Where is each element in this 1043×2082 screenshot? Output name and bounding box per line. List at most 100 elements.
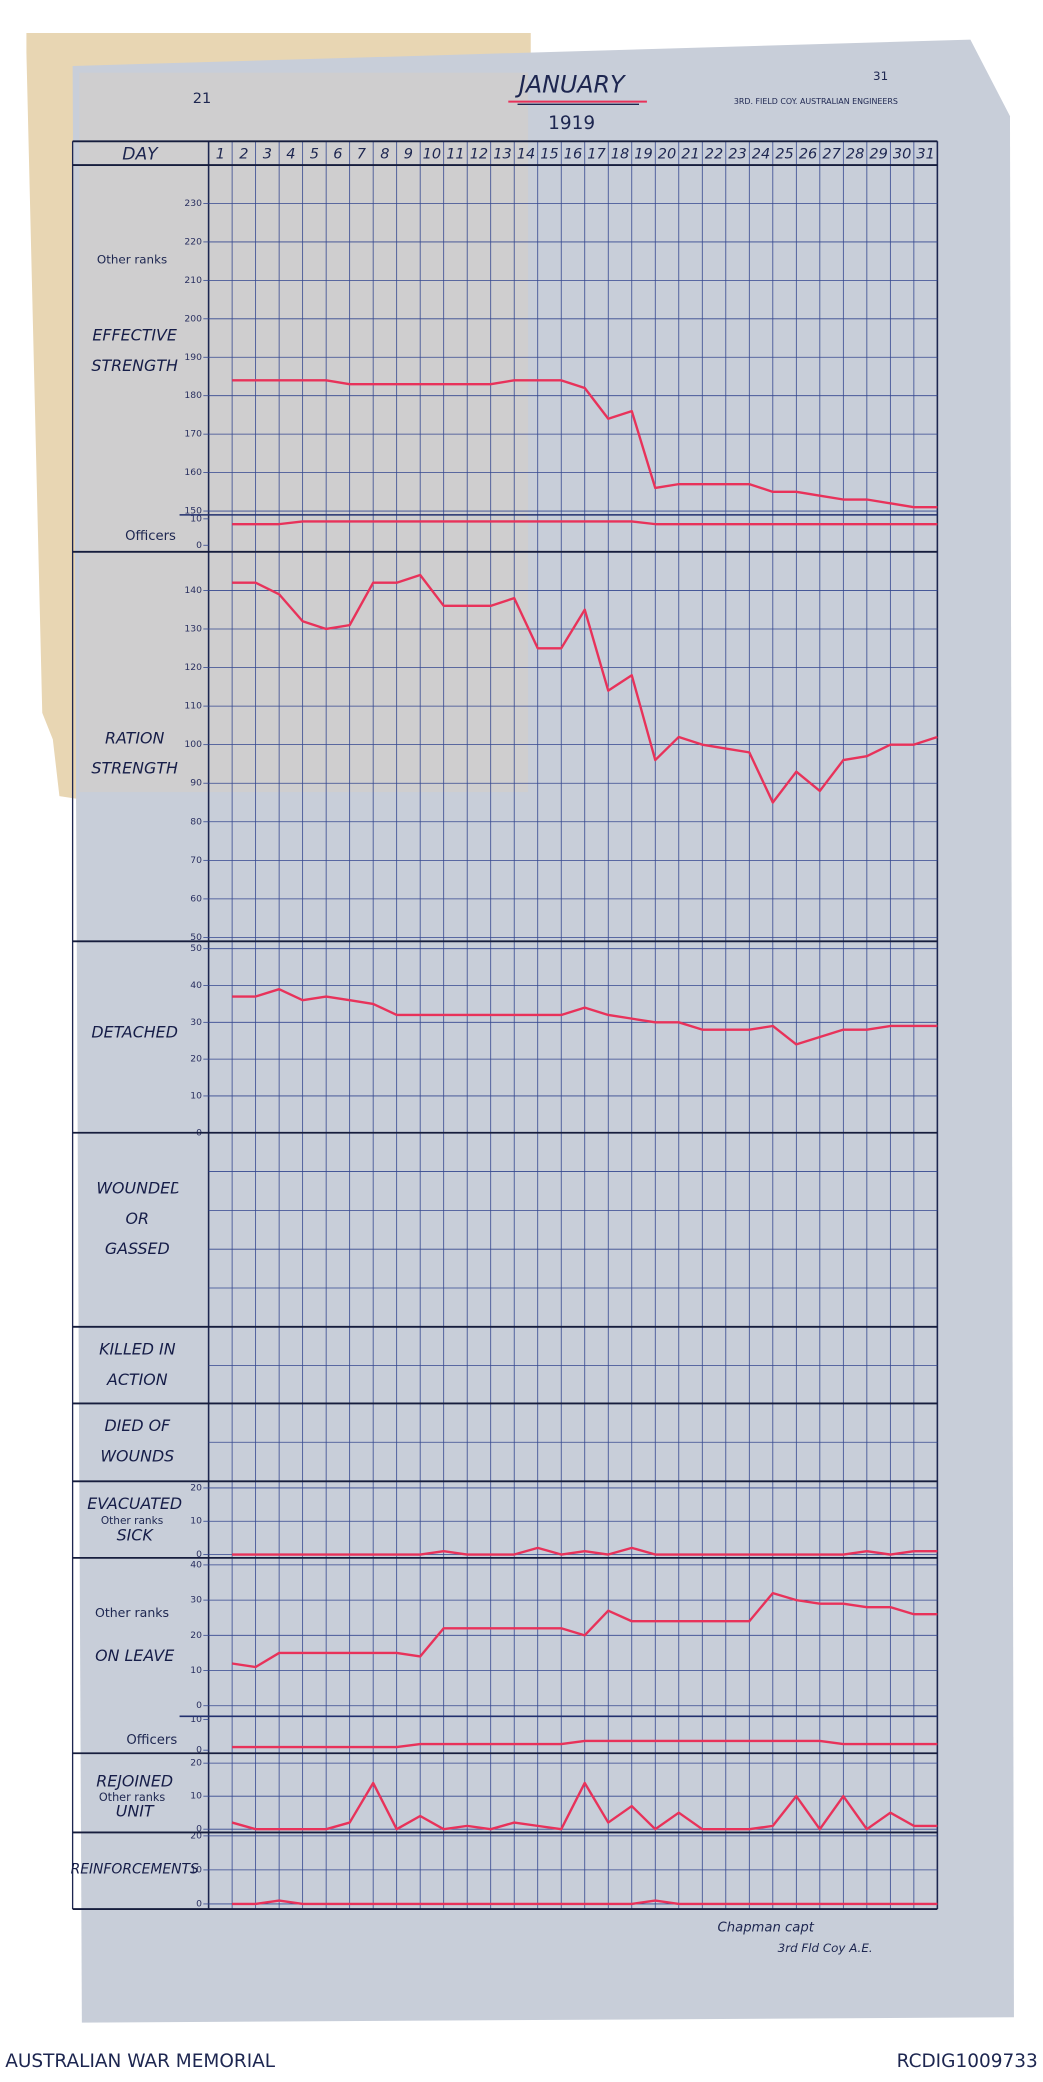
y-tick-label: 90 (190, 778, 202, 789)
label-box: WOUNDED OR GASSED (96, 1178, 179, 1259)
series-name: Other ranks (95, 1605, 169, 1620)
day-label: 18 (611, 146, 629, 162)
series-name: Other ranks (97, 253, 167, 267)
y-tick-label: 110 (184, 701, 202, 712)
data-line (232, 379, 938, 509)
day-label: 13 (493, 146, 511, 162)
panel-title: EVACUATED SICK (87, 1494, 183, 1545)
y-tick-label: 30 (190, 1595, 202, 1606)
page-number: 21 (193, 91, 211, 107)
day-label: 27 (822, 146, 841, 162)
y-tick-label: 230 (184, 198, 202, 209)
label-box: EVACUATED SICK (87, 1494, 183, 1545)
day-label: 8 (380, 146, 389, 162)
day-label: 22 (705, 146, 723, 162)
day-label: 2 (239, 146, 248, 162)
day-label: 16 (564, 146, 582, 162)
page-number-right: 31 (873, 69, 888, 83)
day-label: 10 (423, 146, 441, 162)
panel-title: ON LEAVE (95, 1646, 175, 1665)
day-label: 28 (846, 146, 864, 162)
y-tick-label: 180 (184, 390, 202, 401)
day-label: 11 (446, 146, 464, 162)
day-label: 23 (728, 146, 746, 162)
y-tick-label: 120 (184, 662, 202, 673)
data-line (232, 1739, 938, 1749)
label-box: DIED OF WOUNDS (100, 1417, 174, 1466)
y-tick-label: 0 (196, 1898, 202, 1909)
series-name: Officers (125, 529, 176, 544)
y-tick-label: 100 (184, 739, 202, 750)
day-label: 1 (216, 146, 225, 162)
y-tick-label: 200 (184, 313, 202, 324)
day-label: 20 (658, 146, 676, 162)
y-tick-label: 140 (184, 585, 202, 596)
y-tick-label: 150 (184, 506, 202, 517)
signature: Chapman capt (718, 1921, 815, 1936)
day-label: 30 (893, 146, 911, 162)
panel-title: DETACHED (91, 1023, 178, 1042)
y-tick-label: 10 (190, 1516, 202, 1527)
y-tick-label: 30 (190, 1017, 202, 1028)
day-axis-label: DAY (122, 144, 159, 164)
data-line (232, 520, 938, 526)
label-box: REJOINED UNIT (96, 1772, 173, 1821)
data-line (232, 987, 938, 1046)
day-label: 15 (540, 146, 558, 162)
y-tick-label: 0 (196, 1700, 202, 1711)
panel-title: KILLED IN ACTION (99, 1340, 176, 1389)
y-tick-label: 40 (190, 1559, 202, 1570)
day-label: 12 (470, 146, 488, 162)
y-tick-label: 0 (196, 1824, 202, 1835)
y-tick-label: 40 (190, 980, 202, 991)
y-tick-label: 10 (190, 1090, 202, 1101)
day-label: 4 (286, 146, 295, 162)
panel-title: REINFORCEMENTS (70, 1861, 199, 1878)
day-label: 24 (752, 146, 770, 162)
y-tick-label: 20 (190, 1830, 202, 1841)
y-tick-label: 10 (190, 1714, 202, 1725)
day-label: 17 (587, 146, 606, 162)
day-label: 7 (357, 146, 367, 162)
data-line (232, 573, 938, 804)
panel-title: EFFECTIVE STRENGTH (91, 326, 178, 375)
paper (72, 39, 1014, 2023)
y-tick-label: 190 (184, 352, 202, 363)
month: JANUARY (515, 70, 627, 98)
day-label: 9 (404, 146, 413, 162)
footer-left: AUSTRALIAN WAR MEMORIAL (5, 2051, 276, 2072)
data-line (231, 1781, 938, 1831)
y-tick-label: 0 (196, 1549, 202, 1560)
y-tick-label: 50 (190, 932, 202, 943)
day-label: 25 (775, 146, 793, 162)
day-label: 31 (916, 146, 934, 162)
panel-title: WOUNDED OR GASSED (96, 1178, 179, 1259)
label-box: REINFORCEMENTS (70, 1861, 199, 1878)
unit: 3RD. FIELD COY. AUSTRALIAN ENGINEERS (734, 97, 898, 106)
series-name: Officers (126, 1733, 177, 1748)
day-label: 19 (634, 146, 652, 162)
y-tick-label: 130 (184, 623, 202, 634)
y-tick-label: 10 (190, 1665, 202, 1676)
series-name: Other ranks (101, 1515, 163, 1527)
label-box: DETACHED (91, 1023, 178, 1042)
label-box: RATION STRENGTH (91, 729, 177, 778)
label-box: KILLED IN ACTION (99, 1340, 176, 1389)
y-tick-label: 210 (184, 275, 202, 286)
y-tick-label: 0 (196, 1745, 202, 1756)
y-tick-label: 10 (190, 1864, 202, 1875)
y-tick-label: 20 (190, 1482, 202, 1493)
label-box: ON LEAVE (95, 1646, 175, 1665)
data-line (231, 1591, 938, 1669)
y-tick-label: 10 (190, 513, 202, 524)
year: 1919 (548, 113, 595, 134)
y-tick-label: 20 (190, 1630, 202, 1641)
y-tick-label: 220 (184, 236, 202, 247)
y-tick-label: 50 (190, 943, 202, 954)
y-tick-label: 0 (196, 540, 202, 551)
day-label: 26 (799, 146, 817, 162)
y-tick-label: 160 (184, 467, 202, 478)
y-tick-label: 60 (190, 893, 202, 904)
label-box: EFFECTIVE STRENGTH (91, 326, 178, 375)
